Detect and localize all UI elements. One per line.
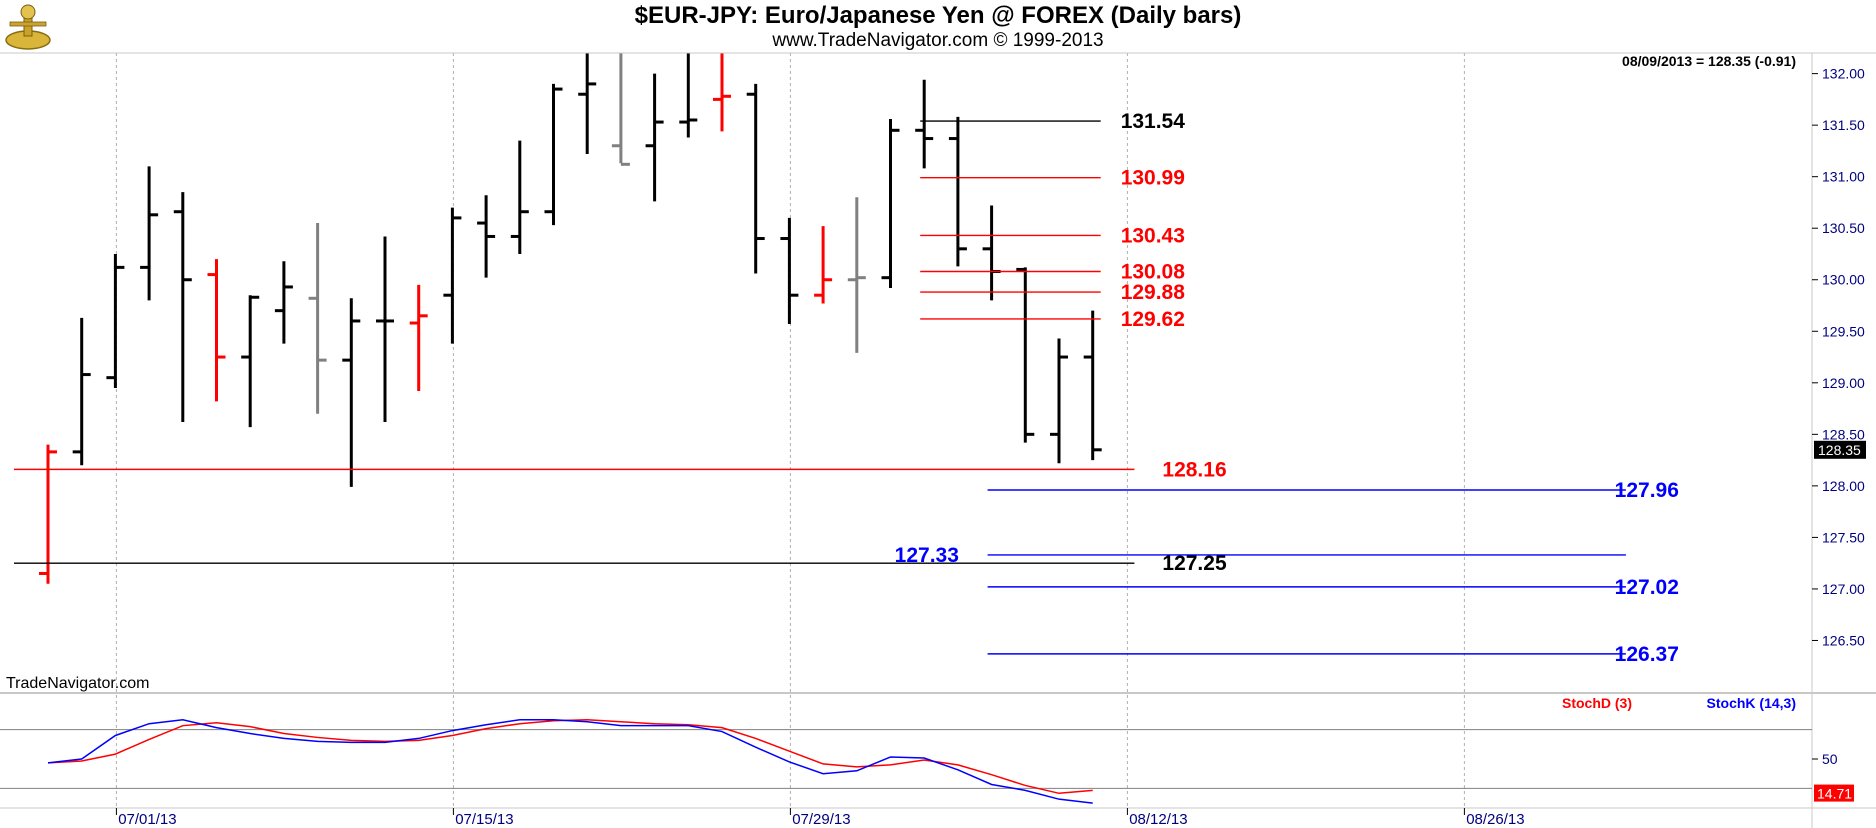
x-tick-label: 08/26/13 (1466, 811, 1524, 828)
ohlc-bar (140, 166, 159, 301)
ohlc-bar (443, 207, 462, 344)
ohlc-bar (915, 79, 934, 169)
ohlc-bar (948, 116, 967, 267)
level-label: 127.33 (895, 544, 959, 567)
ohlc-bar (578, 53, 597, 155)
level-label: 128.16 (1162, 458, 1226, 481)
y-tick-label: 129.00 (1822, 375, 1865, 391)
y-tick-label: 126.50 (1822, 632, 1865, 648)
ohlc-bar (72, 317, 91, 466)
ohlc-bar (106, 253, 125, 388)
ohlc-bar (1016, 267, 1035, 443)
y-tick-label: 130.50 (1822, 220, 1865, 236)
ohlc-bar (814, 226, 833, 304)
brand-watermark: TradeNavigator.com (6, 675, 150, 692)
y-tick-label: 131.50 (1822, 117, 1865, 133)
x-tick-label: 07/01/13 (118, 811, 176, 828)
y-tick-label: 128.00 (1822, 478, 1865, 494)
level-label: 126.37 (1615, 643, 1679, 666)
ohlc-bar (477, 195, 496, 278)
ohlc-bar (1083, 310, 1102, 461)
level-label: 130.43 (1121, 224, 1185, 247)
x-tick-label: 08/12/13 (1129, 811, 1187, 828)
ohlc-bar (746, 83, 765, 274)
ohlc-bar (679, 53, 698, 138)
last-price-badge (1814, 440, 1866, 459)
ohlc-bar (544, 83, 563, 226)
ohlc-bar (982, 205, 1001, 301)
stoch-last-label: 14.71 (1817, 786, 1852, 802)
last-price-label: 128.35 (1818, 442, 1861, 458)
ohlc-bar (173, 192, 192, 422)
chart-title: $EUR-JPY: Euro/Japanese Yen @ FOREX (Dai… (634, 2, 1242, 29)
ohlc-bar (241, 295, 260, 428)
ohlc-bar (611, 53, 630, 166)
ohlc-bar (207, 259, 226, 402)
y-tick-label: 132.00 (1822, 66, 1865, 82)
stoch-series-line (47, 719, 1093, 795)
ohlc-bar (1050, 338, 1068, 464)
x-tick-label: 07/29/13 (792, 811, 850, 828)
ohlc-bar (645, 73, 664, 202)
y-tick-label: 129.50 (1822, 323, 1865, 339)
ohlc-bar (342, 298, 361, 487)
level-label: 131.54 (1121, 110, 1186, 133)
level-label: 129.88 (1121, 281, 1186, 304)
stoch-legend-k: StochK (14,3) (1707, 695, 1796, 711)
axes: 07/01/13 07/15/13 07/29/13 08/12/13 08/26/13… (0, 52, 1876, 828)
trade-navigator-logo-icon (5, 4, 51, 50)
stoch-series-line (47, 719, 1093, 804)
x-tick-label: 07/15/13 (455, 811, 513, 828)
y-tick-label: 130.00 (1822, 272, 1865, 288)
last-quote-readout: 08/09/2013 = 128.35 (-0.91) (1622, 53, 1796, 69)
y-tick-label: 128.50 (1822, 426, 1865, 442)
ohlc-bar (780, 217, 799, 325)
y-tick-label: 131.00 (1822, 169, 1865, 185)
level-label: 127.25 (1162, 552, 1227, 575)
ohlc-bar (376, 236, 394, 422)
y-tick-label: 127.50 (1822, 529, 1865, 545)
ohlc-bar (713, 53, 731, 132)
y-tick-label: 127.00 (1822, 581, 1865, 597)
level-label: 127.02 (1615, 576, 1679, 599)
stoch-last-badge (1814, 784, 1854, 802)
price-bars (39, 53, 1102, 584)
chart-subtitle: www.TradeNavigator.com © 1999-2013 (772, 30, 1104, 51)
level-label: 129.62 (1121, 308, 1185, 331)
ohlc-bar (308, 223, 327, 414)
level-label: 130.99 (1121, 167, 1185, 190)
ohlc-bar (881, 118, 900, 288)
grid (115, 53, 1465, 808)
ohlc-bar (39, 444, 57, 584)
ohlc-bar (847, 197, 866, 353)
stochastic-panel: 50 StochD (3) StochK (14,3) 14.71 (0, 695, 1854, 804)
level-label: 127.96 (1615, 479, 1679, 502)
stoch-y-tick-label: 50 (1822, 751, 1838, 767)
ohlc-bar (510, 140, 529, 254)
ohlc-bar (274, 261, 293, 344)
level-label: 130.08 (1121, 260, 1186, 283)
ohlc-bar (409, 284, 428, 392)
stoch-legend-d: StochD (3) (1562, 695, 1632, 711)
